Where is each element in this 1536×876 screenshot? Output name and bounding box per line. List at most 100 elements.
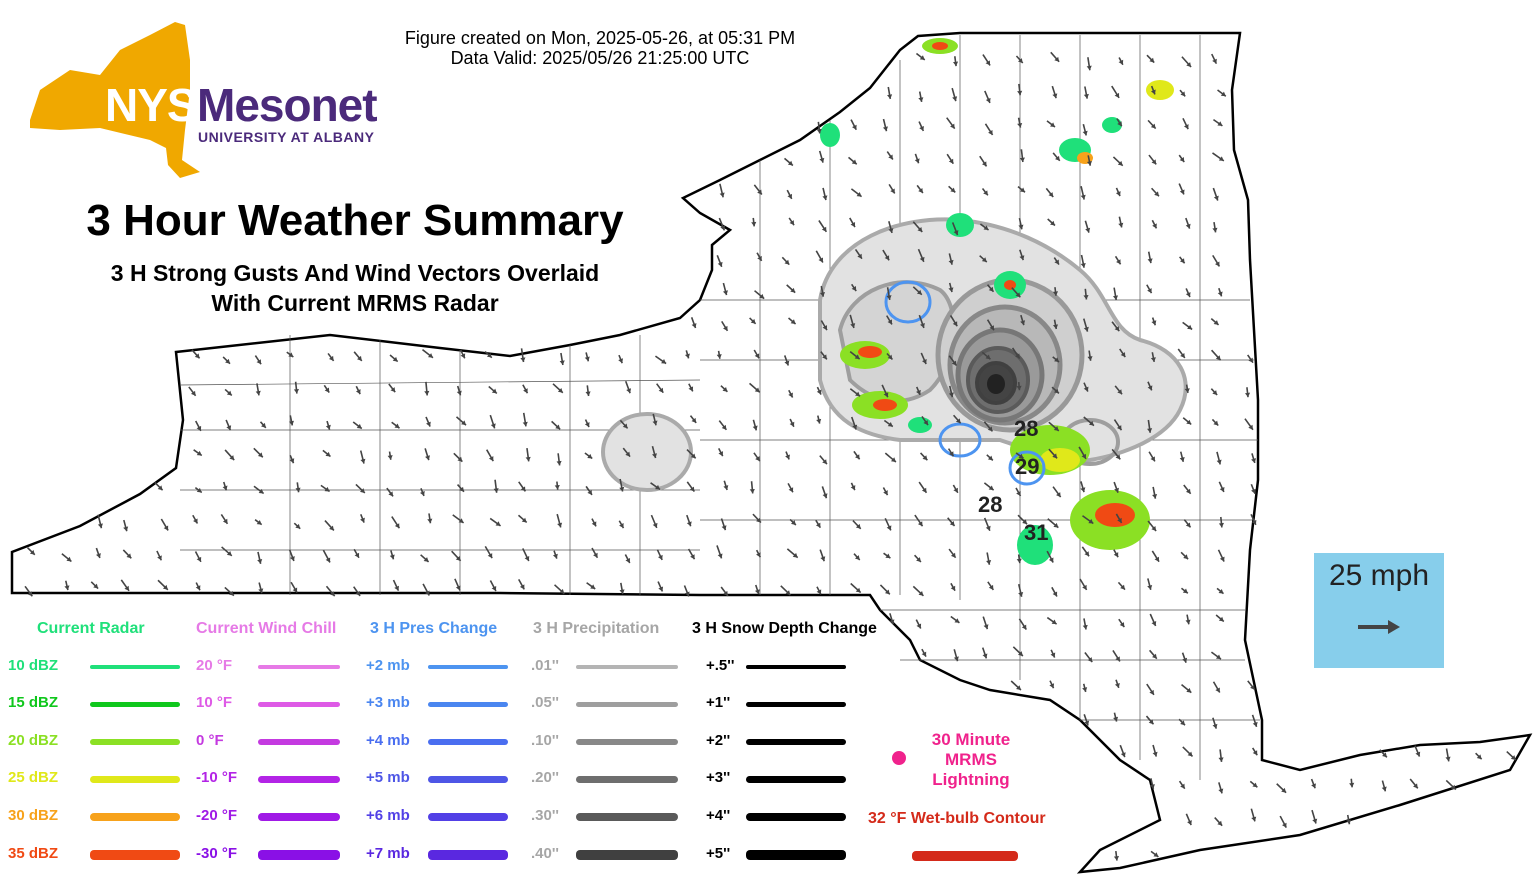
- lightning-dot-icon: [892, 751, 906, 765]
- wind-vector-head: [950, 585, 956, 591]
- wind-vector-head: [1088, 518, 1094, 524]
- wind-vector-head: [1017, 651, 1023, 657]
- legend-label: -20 °F: [196, 807, 238, 824]
- wind-vector-head: [1081, 453, 1087, 459]
- wind-vector-head: [559, 360, 565, 365]
- wind-vector-head: [1147, 288, 1152, 294]
- wind-vector-head: [491, 388, 497, 394]
- wind-vector-head: [922, 455, 928, 461]
- logo-mesonet-text: Mesonet: [197, 79, 378, 131]
- wind-vector-head: [325, 557, 331, 563]
- wind-vector-head: [1149, 57, 1155, 63]
- wind-vector-head: [756, 517, 761, 523]
- wind-vector-head: [790, 319, 796, 325]
- wind-vector-head: [289, 458, 295, 464]
- wind-vector-head: [1052, 453, 1058, 459]
- wind-vector-head: [888, 154, 893, 160]
- wind-vector-head: [1115, 454, 1121, 460]
- wind-vector-head: [917, 521, 923, 527]
- wind-vector-head: [1080, 263, 1086, 268]
- wind-vector-head: [882, 126, 888, 132]
- wind-vector-head: [689, 486, 695, 492]
- wind-vector-head: [256, 359, 262, 365]
- wind-vector-head: [759, 293, 765, 299]
- wind-vector-head: [723, 590, 728, 596]
- wind-vector-head: [921, 487, 927, 493]
- wind-vector-head: [757, 189, 762, 195]
- wind-vector-head: [523, 388, 528, 394]
- wind-vector-head: [1248, 424, 1253, 430]
- wind-vector-head: [356, 423, 362, 429]
- wind-vector-head: [1048, 557, 1054, 563]
- wind-vector-head: [355, 590, 361, 596]
- wind-vector-head: [952, 96, 958, 102]
- wind-vector-head: [1179, 457, 1185, 462]
- wind-vector-head: [691, 417, 697, 423]
- wind-vector-head: [1119, 622, 1125, 628]
- wind-vector-head: [487, 553, 493, 559]
- wind-vector-head: [1120, 584, 1125, 590]
- wind-vector-head: [1213, 195, 1219, 201]
- wind-vector-head: [756, 552, 761, 558]
- wind-vector-head: [1116, 259, 1121, 265]
- legend-swatch: [746, 850, 846, 860]
- wind-vector-head: [1087, 657, 1093, 663]
- wind-vector-head: [354, 552, 360, 558]
- wind-vector-head: [1088, 420, 1094, 426]
- wind-vector-head: [256, 520, 262, 525]
- wind-vector-head: [1311, 783, 1316, 789]
- wind-vector-head: [916, 389, 921, 395]
- wind-vector-head: [918, 188, 923, 193]
- wind-vector-head: [784, 259, 790, 265]
- wind-vector-head: [989, 325, 994, 331]
- wind-vector-head: [455, 585, 461, 591]
- wind-vector-head: [988, 584, 994, 590]
- legend-label: +2'': [706, 732, 731, 749]
- wind-vector-head: [716, 354, 722, 359]
- wind-vector-head: [1015, 292, 1021, 298]
- wind-vector-head: [820, 556, 826, 562]
- wind-vector-head: [1082, 687, 1088, 692]
- wind-vector-head: [1114, 92, 1120, 98]
- wind-vector-head: [1219, 487, 1225, 492]
- legend-label: .01'': [531, 657, 559, 674]
- wind-vector-head: [1218, 616, 1224, 622]
- wind-vector-head: [195, 585, 201, 591]
- wind-vector-head: [1050, 122, 1055, 128]
- wind-vector-head: [954, 618, 960, 623]
- legend-label: +2 mb: [366, 657, 410, 674]
- wind-vector-head: [1115, 191, 1121, 197]
- wind-vector-head: [1022, 519, 1028, 525]
- legend-title-radar: Current Radar: [37, 620, 145, 637]
- wind-vector-head: [1082, 130, 1088, 136]
- wind-vector-head: [1153, 852, 1159, 857]
- subtitle-line1: 3 H Strong Gusts And Wind Vectors Overla…: [110, 260, 600, 286]
- wind-vector-head: [257, 559, 263, 564]
- wind-vector-head: [1152, 751, 1158, 757]
- wind-vector-head: [884, 589, 890, 595]
- legend-label: +7 mb: [366, 845, 410, 862]
- wind-vector-head: [196, 425, 202, 431]
- wind-vector-head: [819, 292, 826, 297]
- wind-vector-head: [952, 321, 958, 327]
- wind-vector-head: [1187, 751, 1193, 757]
- wind-vector-head: [822, 493, 828, 499]
- wind-vector-head: [953, 230, 959, 236]
- wind-vector-head: [885, 553, 891, 559]
- wind-vector-head: [816, 418, 822, 424]
- wind-vector-head: [226, 551, 232, 556]
- legend-label: 20 dBZ: [8, 732, 59, 749]
- wind-vector-head: [456, 390, 462, 396]
- wind-vector-head: [455, 555, 461, 561]
- wind-vector-head: [787, 193, 793, 199]
- wind-vector-head: [329, 591, 335, 597]
- wind-vector-head: [789, 421, 795, 427]
- wind-vector-head: [918, 590, 924, 596]
- legend-label: +3'': [706, 769, 731, 786]
- wind-vector-head: [1248, 357, 1253, 363]
- wind-vector-head: [1251, 519, 1257, 525]
- wind-vector-head: [950, 552, 956, 558]
- wind-vector-head: [625, 451, 631, 457]
- wind-vector-head: [919, 256, 925, 262]
- wind-vector-head: [918, 97, 924, 102]
